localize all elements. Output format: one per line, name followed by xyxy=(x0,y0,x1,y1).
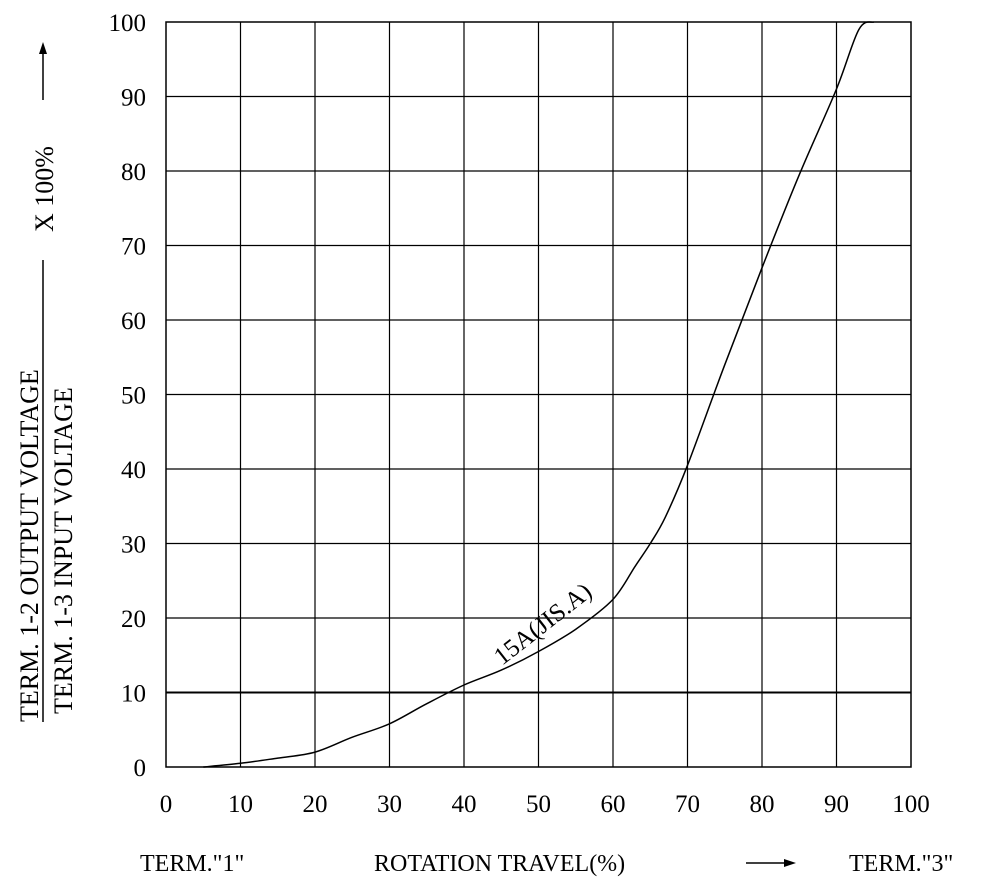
y-tick-label-7: 70 xyxy=(121,234,146,261)
x-left-label: TERM."1" xyxy=(140,851,244,877)
x-tick-label-4: 40 xyxy=(452,791,477,818)
x-tick-label-10: 100 xyxy=(892,791,930,818)
y-tick-label-9: 90 xyxy=(121,85,146,112)
x-tick-label-9: 90 xyxy=(824,791,849,818)
y-tick-label-8: 80 xyxy=(121,159,146,186)
x-tick-label-3: 30 xyxy=(377,791,402,818)
y-tick-label-10: 100 xyxy=(109,10,147,37)
y-label-numerator: TERM. 1-2 OUTPUT VOLTAGE xyxy=(15,369,44,722)
series-line xyxy=(203,21,875,768)
y-label-multiplier: X 100% xyxy=(30,146,59,232)
grid xyxy=(166,22,911,767)
x-tick-label-1: 10 xyxy=(228,791,253,818)
x-tick-label-8: 80 xyxy=(750,791,775,818)
y-arrow-head xyxy=(39,42,47,54)
plot-frame xyxy=(165,21,912,768)
y-tick-label-6: 60 xyxy=(121,308,146,335)
x-tick-labels: 0 10 20 30 40 50 60 70 80 90 100 xyxy=(160,791,930,818)
x-tick-label-6: 60 xyxy=(601,791,626,818)
x-tick-label-7: 70 xyxy=(675,791,700,818)
x-arrow-head xyxy=(784,859,796,867)
y-tick-label-1: 10 xyxy=(121,681,146,708)
y-tick-label-2: 20 xyxy=(121,606,146,633)
series-annotation: 15A(JIS.A) xyxy=(489,578,597,671)
x-axis-label: ROTATION TRAVEL(%) xyxy=(374,851,625,877)
x-right-label: TERM."3" xyxy=(849,851,953,877)
x-tick-label-0: 0 xyxy=(160,791,173,818)
y-tick-label-5: 50 xyxy=(121,383,146,410)
x-tick-label-5: 50 xyxy=(526,791,551,818)
y-label-denominator: TERM. 1-3 INPUT VOLTAGE xyxy=(49,387,78,714)
y-tick-label-0: 0 xyxy=(134,755,147,782)
y-tick-labels: 0 10 20 30 40 50 60 70 80 90 100 xyxy=(109,10,147,782)
x-tick-label-2: 20 xyxy=(303,791,328,818)
y-tick-label-3: 30 xyxy=(121,532,146,559)
y-tick-label-4: 40 xyxy=(121,457,146,484)
